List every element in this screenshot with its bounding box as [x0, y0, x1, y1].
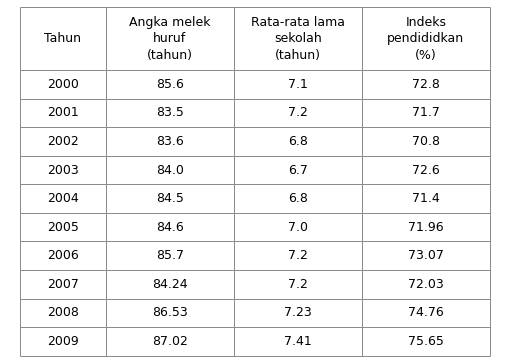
- Text: 83.6: 83.6: [156, 135, 183, 148]
- Text: 84.5: 84.5: [156, 192, 184, 205]
- Text: 6.7: 6.7: [288, 163, 308, 176]
- Text: Angka melek
huruf
(tahun): Angka melek huruf (tahun): [129, 16, 211, 62]
- Text: 2002: 2002: [47, 135, 79, 148]
- Text: 85.6: 85.6: [156, 78, 184, 91]
- Text: 75.65: 75.65: [408, 335, 444, 348]
- Text: 2008: 2008: [47, 306, 79, 319]
- Text: 7.2: 7.2: [288, 249, 308, 262]
- Text: 74.76: 74.76: [408, 306, 444, 319]
- Text: 72.6: 72.6: [412, 163, 440, 176]
- Text: 71.7: 71.7: [412, 106, 440, 119]
- Text: 72.8: 72.8: [412, 78, 440, 91]
- Text: 7.1: 7.1: [288, 78, 308, 91]
- Text: 85.7: 85.7: [156, 249, 184, 262]
- Text: 2003: 2003: [47, 163, 79, 176]
- Text: 84.24: 84.24: [152, 278, 187, 291]
- Text: 71.4: 71.4: [412, 192, 440, 205]
- Text: 2005: 2005: [47, 221, 79, 234]
- Text: 2009: 2009: [47, 335, 79, 348]
- Text: Indeks
pendididkan
(%): Indeks pendididkan (%): [387, 16, 465, 62]
- Text: 87.02: 87.02: [152, 335, 187, 348]
- Text: 7.2: 7.2: [288, 106, 308, 119]
- Text: 83.5: 83.5: [156, 106, 184, 119]
- Text: 84.6: 84.6: [156, 221, 183, 234]
- Text: 2007: 2007: [47, 278, 79, 291]
- Text: 73.07: 73.07: [408, 249, 444, 262]
- Text: 7.23: 7.23: [284, 306, 312, 319]
- Text: 7.0: 7.0: [288, 221, 308, 234]
- Text: 86.53: 86.53: [152, 306, 187, 319]
- Text: 6.8: 6.8: [288, 135, 308, 148]
- Text: Tahun: Tahun: [44, 32, 81, 45]
- Text: 70.8: 70.8: [412, 135, 440, 148]
- Text: 2004: 2004: [47, 192, 79, 205]
- Text: 84.0: 84.0: [156, 163, 184, 176]
- Text: 2000: 2000: [47, 78, 79, 91]
- Text: 71.96: 71.96: [408, 221, 443, 234]
- Text: 72.03: 72.03: [408, 278, 444, 291]
- Text: 7.41: 7.41: [284, 335, 312, 348]
- Text: Rata-rata lama
sekolah
(tahun): Rata-rata lama sekolah (tahun): [250, 16, 345, 62]
- Text: 7.2: 7.2: [288, 278, 308, 291]
- Text: 2001: 2001: [47, 106, 79, 119]
- Text: 6.8: 6.8: [288, 192, 308, 205]
- Text: 2006: 2006: [47, 249, 79, 262]
